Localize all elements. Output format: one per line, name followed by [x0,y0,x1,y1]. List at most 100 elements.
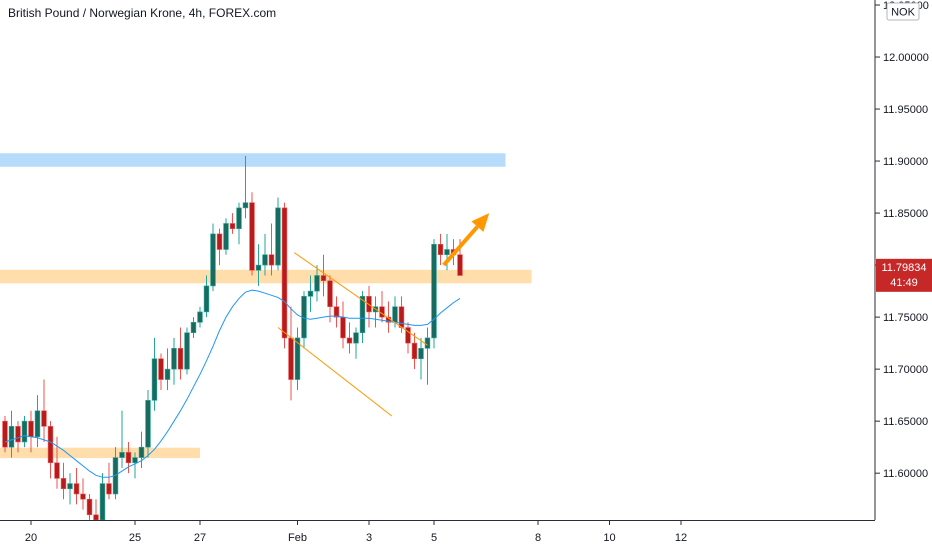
candle-body [60,478,67,490]
candle [119,410,125,468]
candle-body [431,243,437,339]
candle [288,306,294,401]
support-zone-mid [0,269,532,284]
candle-body [346,337,353,344]
currency-button[interactable] [886,2,920,21]
candle [333,296,340,328]
candle [366,285,372,328]
price-tick-label: 11.95000 [883,104,928,116]
candle-body [288,337,294,380]
candle [353,327,359,359]
candle-body [294,337,301,380]
candle [151,337,158,411]
zones-layer [0,153,532,459]
support-zone-low [0,447,200,459]
candle-body [353,332,359,344]
candle [255,244,262,286]
price-tick-label: 11.60000 [883,468,928,480]
time-tick-label: 10 [603,532,615,544]
candle [437,233,444,266]
candle-body [119,452,125,458]
candle-body [132,457,138,464]
candle [73,467,80,505]
candle-body [359,296,366,334]
time-axis: 20 25 27 Feb 3 5 8 10 12 [25,520,687,544]
candle-body [80,493,86,500]
candle-body [216,233,223,250]
candle [281,202,288,349]
candle [229,213,236,234]
candle [99,473,106,526]
candle-body [268,254,275,266]
time-tick-label: 3 [366,532,372,544]
candle-body [34,410,41,438]
last-price-badge-bg [876,258,932,292]
candle-body [41,410,47,427]
candle [418,337,424,380]
candle-body [47,426,54,464]
candle-body [164,368,171,380]
candle [411,332,418,370]
candle [327,275,333,323]
candle [60,462,67,500]
candle-body [177,348,184,370]
candle [86,493,93,520]
candle-body [106,483,112,495]
candle [138,431,145,468]
candle [307,275,314,312]
candle-body [93,514,99,521]
candle-body [333,306,340,318]
candle-body [86,498,93,516]
price-tick-label: 11.85000 [883,208,928,220]
candle-body [184,332,190,370]
drawings-layer [277,213,490,417]
candle [8,410,15,458]
candle [431,239,437,349]
candle [294,327,301,390]
candle-body [151,358,158,401]
candle [80,478,86,510]
candle-body [15,426,21,443]
candle [145,389,151,458]
candle [171,337,177,385]
candle [320,254,327,297]
candle [405,322,411,354]
candle [28,410,34,453]
candle-body [73,483,80,495]
candle [203,275,210,318]
candle [223,218,229,255]
time-tick-label: Feb [288,532,307,544]
price-tick-label: 11.75000 [883,312,928,324]
time-tick-label: 27 [194,532,206,544]
bar-countdown: 41:49 [890,277,918,289]
candle [15,421,21,453]
time-tick-label: 25 [129,532,141,544]
candle [54,436,60,489]
candle [301,291,307,349]
candle [158,353,164,390]
trend-arrow[interactable] [442,213,490,267]
candle-body [2,420,8,448]
candle [177,327,184,380]
candle [262,233,268,276]
trend-arrow-shaft [442,225,479,267]
moving-average-line [4,289,461,478]
candle [47,421,54,479]
time-tick-label: 8 [535,532,541,544]
time-tick-label: 20 [25,532,37,544]
candle [106,462,112,500]
candle-body [210,233,216,287]
candle [34,395,41,448]
candle-body [125,452,132,464]
candle [314,265,320,302]
candle [216,228,223,266]
candle-body [307,290,314,297]
candle-body [28,420,34,438]
channel-line-2[interactable] [277,327,393,417]
price-tick-label: 11.70000 [883,364,928,376]
channel-line-1[interactable] [293,252,428,346]
candle-body [203,285,210,313]
candle [236,202,242,245]
candle-body [424,337,431,349]
